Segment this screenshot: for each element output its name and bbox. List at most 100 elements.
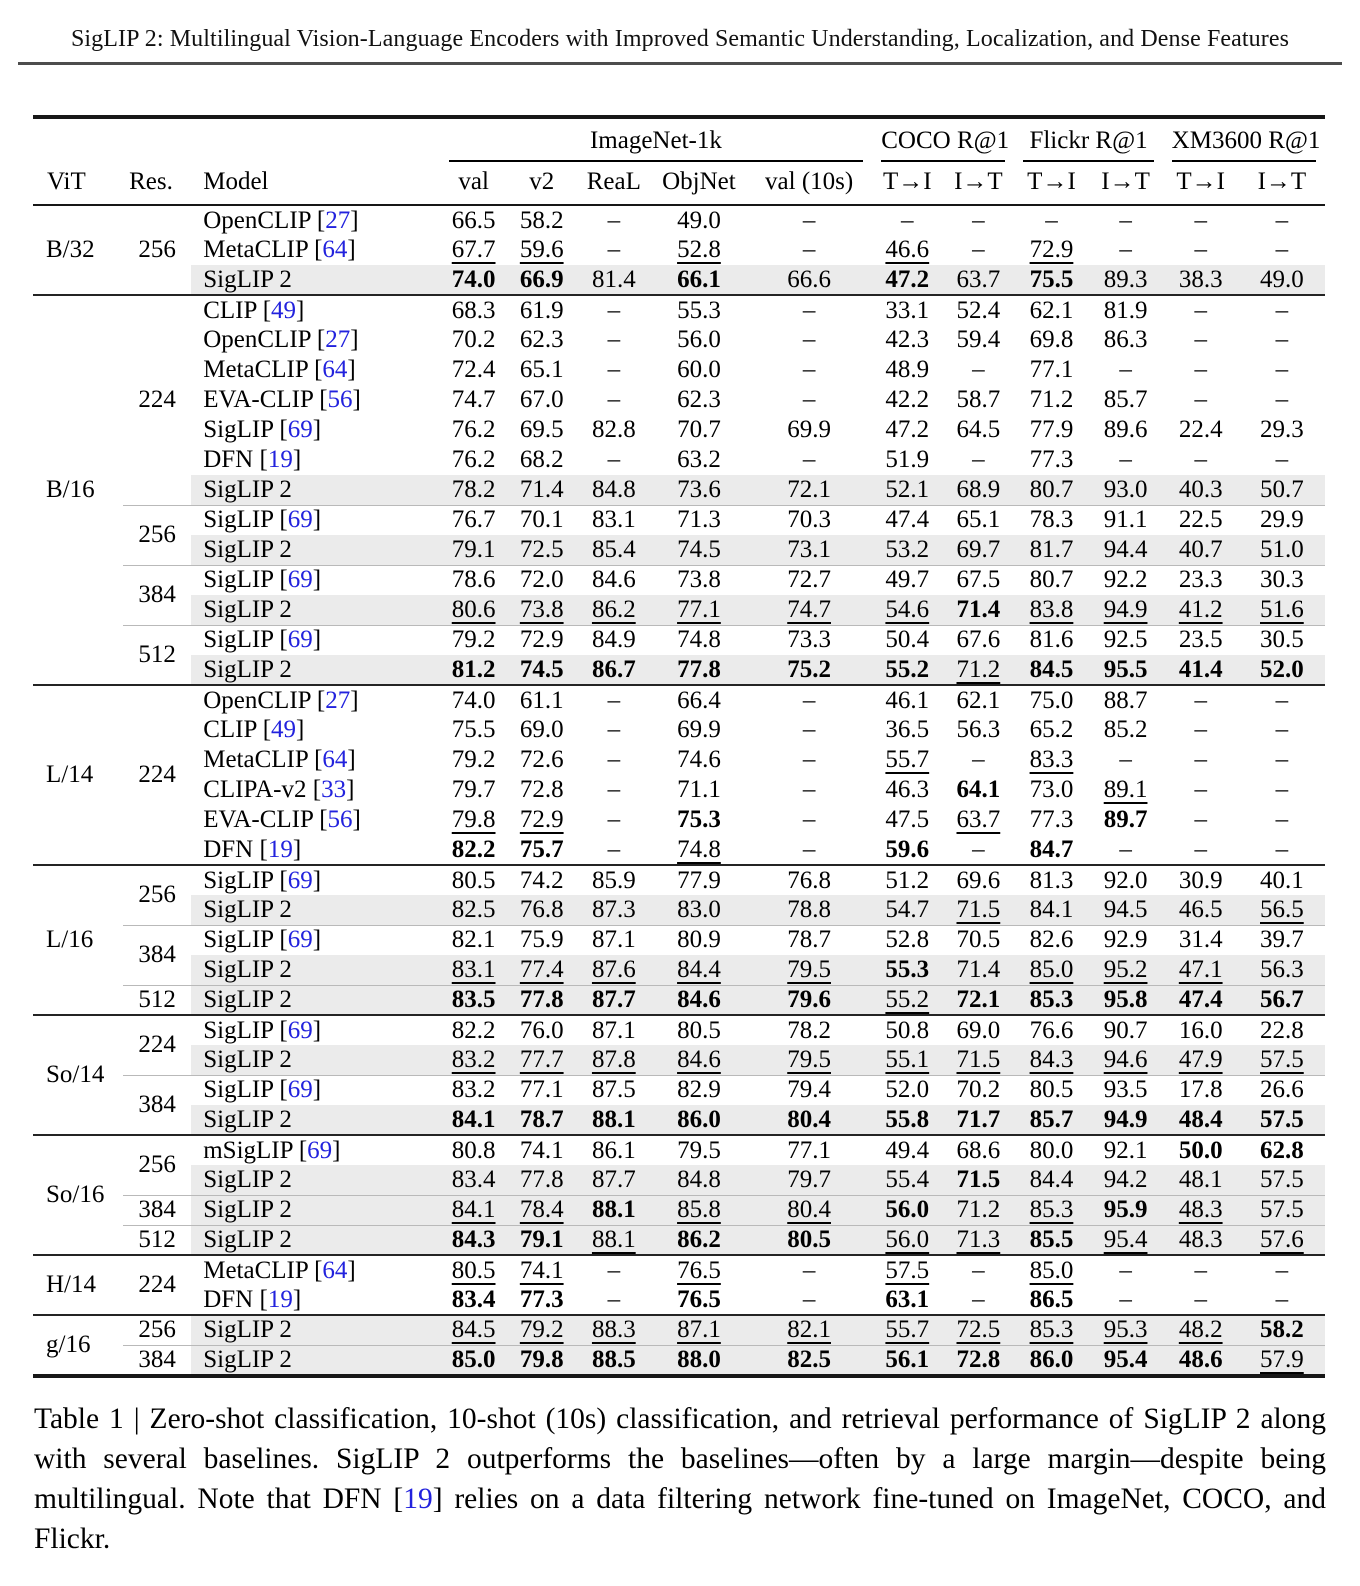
model-cell: SigLIP 2 xyxy=(191,1314,440,1345)
value-cell: 74.1 xyxy=(507,1134,576,1165)
value-cell: – xyxy=(1275,746,1289,773)
citation-link[interactable]: 33 xyxy=(321,776,347,803)
table-row: SigLIP 2 83.2 77.7 87.8 84.6 79.5 55.1 71.5 84.3… xyxy=(33,1045,1325,1075)
value-cell: 77.3 xyxy=(519,1285,564,1313)
value-cell: 63.7 xyxy=(942,265,1015,295)
value-cell: 16.0 xyxy=(1162,1014,1239,1045)
value-cell: 46.6 xyxy=(885,236,930,263)
value-cell: – xyxy=(1162,684,1239,715)
value-cell: 86.2 xyxy=(651,1224,746,1255)
res-cell: 512 xyxy=(123,1224,192,1255)
value-cell: – xyxy=(1194,356,1207,383)
value-cell: 87.3 xyxy=(575,895,652,925)
value-cell: – xyxy=(1119,835,1132,863)
value-cell: 64.5 xyxy=(956,416,1001,443)
value-cell: 79.2 xyxy=(507,1314,576,1345)
table-row: SigLIP 2 82.5 76.8 87.3 83.0 78.8 54.7 71.5 84.1… xyxy=(33,895,1325,925)
value-cell: – xyxy=(607,776,621,803)
citation-link[interactable]: 64 xyxy=(322,1256,348,1284)
value-cell: 86.2 xyxy=(575,595,652,625)
citation-link[interactable]: 19 xyxy=(267,1285,293,1313)
citation-link[interactable]: 56 xyxy=(327,806,353,833)
value-cell: 83.2 xyxy=(439,1074,508,1105)
value-cell: 74.0 xyxy=(439,265,508,295)
value-cell: 73.8 xyxy=(507,595,576,625)
citation-link[interactable]: 69 xyxy=(287,866,313,894)
value-cell: 67.0 xyxy=(519,386,564,413)
value-cell: 71.7 xyxy=(942,1105,1015,1135)
citation-link[interactable]: 64 xyxy=(322,746,348,773)
value-cell: 86.1 xyxy=(575,1134,652,1165)
citation-link[interactable]: 56 xyxy=(327,386,353,413)
citation-link[interactable]: 64 xyxy=(322,356,348,383)
citation-link[interactable]: 49 xyxy=(271,716,297,743)
citation-link[interactable]: 64 xyxy=(322,236,348,263)
citation-link[interactable]: 27 xyxy=(325,686,351,714)
value-cell: 71.4 xyxy=(942,955,1015,985)
value-cell: 71.2 xyxy=(942,1194,1015,1225)
value-cell: – xyxy=(607,206,621,234)
value-cell: 89.6 xyxy=(1103,416,1148,443)
model-name: SigLIP 2 xyxy=(203,1225,292,1253)
citation-link[interactable]: 27 xyxy=(325,326,351,353)
value-cell: 55.3 xyxy=(872,955,943,985)
column-header: val (10s) xyxy=(746,164,873,206)
model-name: DFN xyxy=(203,835,254,863)
value-cell: 46.5 xyxy=(1162,895,1239,925)
citation-link[interactable]: 19 xyxy=(403,1482,433,1515)
value-cell: 79.2 xyxy=(451,746,496,773)
column-header: Res. xyxy=(123,164,192,206)
citation-link[interactable]: 69 xyxy=(287,566,313,594)
value-cell: 88.1 xyxy=(575,1105,652,1135)
citation-link[interactable]: 69 xyxy=(287,626,313,654)
citation-link[interactable]: 69 xyxy=(287,506,313,534)
citation-link[interactable]: 27 xyxy=(325,206,351,234)
value-cell: 70.2 xyxy=(942,1074,1015,1105)
column-group-title: XM3600 R@1 xyxy=(1163,117,1325,164)
value-cell: 79.7 xyxy=(746,1165,873,1195)
res-cell: 224 xyxy=(123,294,192,505)
vit-cell: So/16 xyxy=(33,1134,124,1255)
value-cell: 59.6 xyxy=(885,835,930,863)
table-row: SigLIP 2 84.1 78.7 88.1 86.0 80.4 55.8 71.7 85.7… xyxy=(33,1105,1325,1135)
value-cell: – xyxy=(607,746,621,773)
value-cell: 72.0 xyxy=(507,564,576,595)
model-name: SigLIP 2 xyxy=(203,895,292,923)
value-cell: 71.5 xyxy=(942,895,1015,925)
value-cell: 75.3 xyxy=(677,806,721,833)
vit-cell: H/14 xyxy=(33,1254,124,1315)
value-cell: 58.2 xyxy=(1238,1314,1325,1345)
model-cell: SigLIP 2 xyxy=(191,895,440,925)
citation-link[interactable]: 69 xyxy=(307,1136,333,1164)
citation-link[interactable]: 69 xyxy=(287,1076,313,1104)
citation-link[interactable]: 69 xyxy=(287,1016,313,1044)
value-cell: – xyxy=(802,356,816,383)
value-cell: 74.6 xyxy=(677,746,721,773)
value-cell: 93.0 xyxy=(1088,475,1163,505)
value-cell: 84.7 xyxy=(1029,835,1074,863)
citation-link[interactable]: 69 xyxy=(287,416,313,443)
model-cell: SigLIP 2 xyxy=(191,265,440,295)
value-cell: 80.9 xyxy=(651,924,746,955)
table-row: DFN [19] 82.2 75.7 – 74.8 – 59.6 – 84.7 – – – xyxy=(33,835,1325,865)
value-cell: 62.3 xyxy=(519,326,564,353)
value-cell: – xyxy=(607,356,621,383)
res-cell: 384 xyxy=(123,924,192,985)
value-cell: – xyxy=(802,835,816,863)
value-cell: 80.5 xyxy=(746,1224,873,1255)
value-cell: 72.5 xyxy=(507,535,576,565)
value-cell: – xyxy=(1194,1285,1207,1313)
value-cell: 88.1 xyxy=(575,1194,652,1225)
value-cell: 89.1 xyxy=(1103,776,1148,803)
res-cell: 224 xyxy=(123,1254,192,1315)
citation-link[interactable]: 69 xyxy=(287,926,313,954)
res-cell: 384 xyxy=(123,1344,192,1376)
value-cell: 74.1 xyxy=(507,1254,576,1285)
citation-link[interactable]: 19 xyxy=(267,446,293,473)
citation-link[interactable]: 19 xyxy=(267,835,293,863)
value-cell: 79.4 xyxy=(746,1074,873,1105)
citation-link[interactable]: 49 xyxy=(271,296,297,324)
table-row: 384 SigLIP [69] 82.1 75.9 87.1 80.9 78.7 52.8 70… xyxy=(33,924,1325,985)
model-name: SigLIP xyxy=(203,1016,274,1044)
model-name: SigLIP xyxy=(203,626,274,654)
